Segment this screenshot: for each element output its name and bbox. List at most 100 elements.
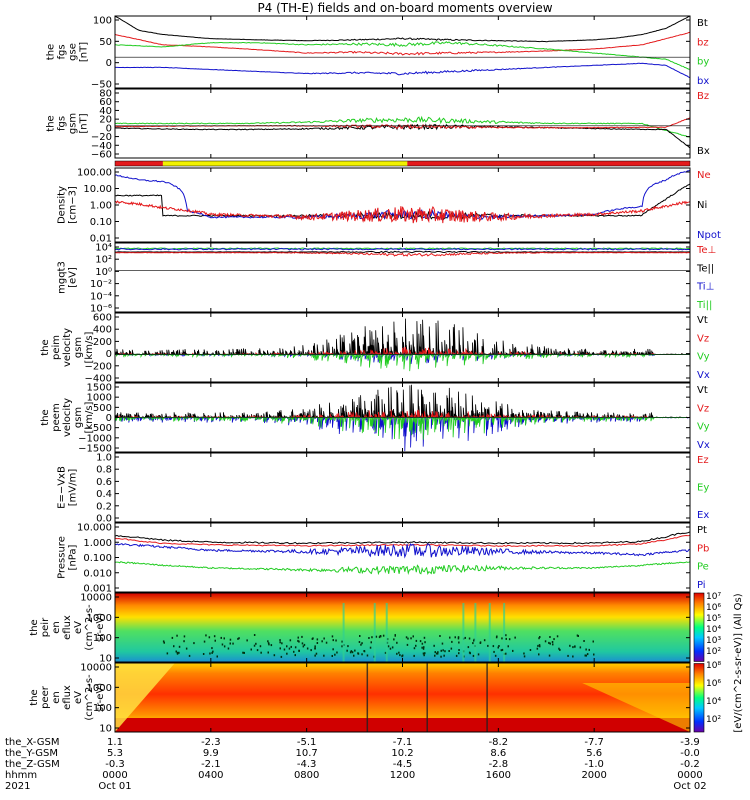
ion-speck [178,651,180,654]
ion-speck [449,636,451,639]
y-tick-label: 400 [93,325,112,336]
ion-speck [237,637,239,640]
ion-speck [341,645,343,648]
y-tick-label: 0 [106,413,112,424]
y-axis-label-peer-eflux: the [29,689,40,705]
ion-speck [279,647,281,650]
footer-value: 5.3 [107,748,123,759]
ion-speck [451,640,453,643]
footer-value: -2.3 [201,737,221,748]
ion-speck [213,635,216,638]
ion-speck [433,644,435,647]
legend-peim-velocity-Vy: Vy [697,352,710,363]
ion-speck [422,647,425,650]
panel-frame-pressure [114,522,691,593]
ion-speck [473,639,475,642]
y-axis-label-peem-velocity: peem [51,403,62,431]
series-temperature-Ti_perp [114,247,690,251]
ion-speck [270,644,273,647]
ion-speck [556,635,559,638]
y-axis-label-peir-eflux: the [29,619,40,635]
ion-speck [193,642,195,645]
ion-speck [448,650,450,652]
y-tick-label: 60 [99,97,112,108]
colorbar-tick-label: 10³ [706,636,721,646]
ion-speck [382,634,385,637]
ion-speck [435,652,438,655]
ion-speck [387,645,390,648]
ion-speck [211,647,213,650]
ion-speck [441,642,444,645]
ion-speck [538,653,540,656]
ion-speck [267,651,269,654]
y-tick-label: −500 [85,423,112,434]
ion-speck [514,636,516,639]
ion-speck [312,637,314,640]
ion-speck [410,637,412,640]
ion-speck [539,645,541,648]
y-tick-label: −50 [91,80,112,91]
legend-temperature-Ti||: Ti|| [696,300,712,311]
y-tick-label: 80 [99,89,112,100]
ele-ramp-left [115,663,175,732]
y-tick-label: 0.010 [83,568,112,579]
ion-speck [457,637,460,640]
ion-speck [314,647,316,650]
ion-speck [314,654,316,657]
footer-value: -4.3 [297,759,317,770]
ion-speck [401,655,403,658]
y-tick-label: 0.100 [83,553,112,564]
ion-speck [442,649,444,652]
ion-speck [243,651,245,654]
ion-speck [335,639,337,642]
legend-fgs-gse-by: by [697,57,709,68]
ion-streak [385,603,388,662]
ion-speck [203,640,206,643]
ion-speck [357,652,359,655]
ion-speck [332,648,334,651]
ion-speck [321,640,323,643]
series-fgs-gsm-Bx [114,117,691,130]
ion-speck [188,654,191,657]
mode-bar-segment [162,161,408,166]
ion-speck [331,635,334,638]
footer-value: -8.2 [489,737,509,748]
ion-speck [293,650,295,653]
ion-streak [488,603,491,662]
ion-speck [439,635,441,637]
footer-value: 0400 [198,770,223,781]
series-density-Npot [114,169,691,221]
y-axis-label-peim-velocity: gsm [73,337,84,358]
colorbar-electron [693,663,705,733]
ion-speck [350,650,353,653]
legend-efield-Ez: Ez [697,455,709,466]
colorbar-tick-label: 10⁷ [706,592,721,602]
y-tick-label: 10⁴ [95,243,112,254]
series-pressure-Pi [114,542,690,559]
y-axis-label-fgs-gsm: [nT] [79,113,90,133]
y-tick-label: 100.00 [77,168,112,179]
y-tick-label: 10⁰ [95,267,112,278]
footer-value: -7.1 [393,737,413,748]
ion-speck [279,641,281,644]
y-axis-label-peim-velocity: velocity [62,328,73,367]
y-tick-label: 10000 [80,663,112,674]
ion-speck [183,640,185,643]
legend-peem-velocity-Vz: Vz [697,403,709,414]
y-tick-label: 10⁻⁴ [90,291,112,302]
colorbar-ion [693,592,705,662]
ion-speck [389,647,392,650]
legend-peem-velocity-Vt: Vt [697,385,708,396]
panel-frame-efield [114,452,691,523]
ion-speck [175,650,177,653]
ion-speck [298,649,300,652]
footer-row-label: the_Y-GSM [5,748,58,759]
ion-speck [229,642,231,645]
ion-speck [588,648,590,651]
ion-speck [253,644,256,647]
legend-peim-velocity-Vx: Vx [697,370,710,381]
y-axis-label-peer-eflux: eV [73,691,84,704]
ion-speck [331,655,333,657]
ion-speck [294,646,297,649]
ion-speck [458,649,460,651]
